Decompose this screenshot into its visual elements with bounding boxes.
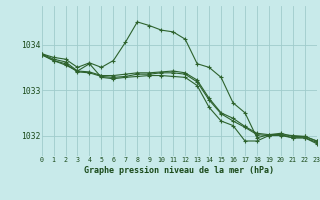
X-axis label: Graphe pression niveau de la mer (hPa): Graphe pression niveau de la mer (hPa) bbox=[84, 166, 274, 175]
